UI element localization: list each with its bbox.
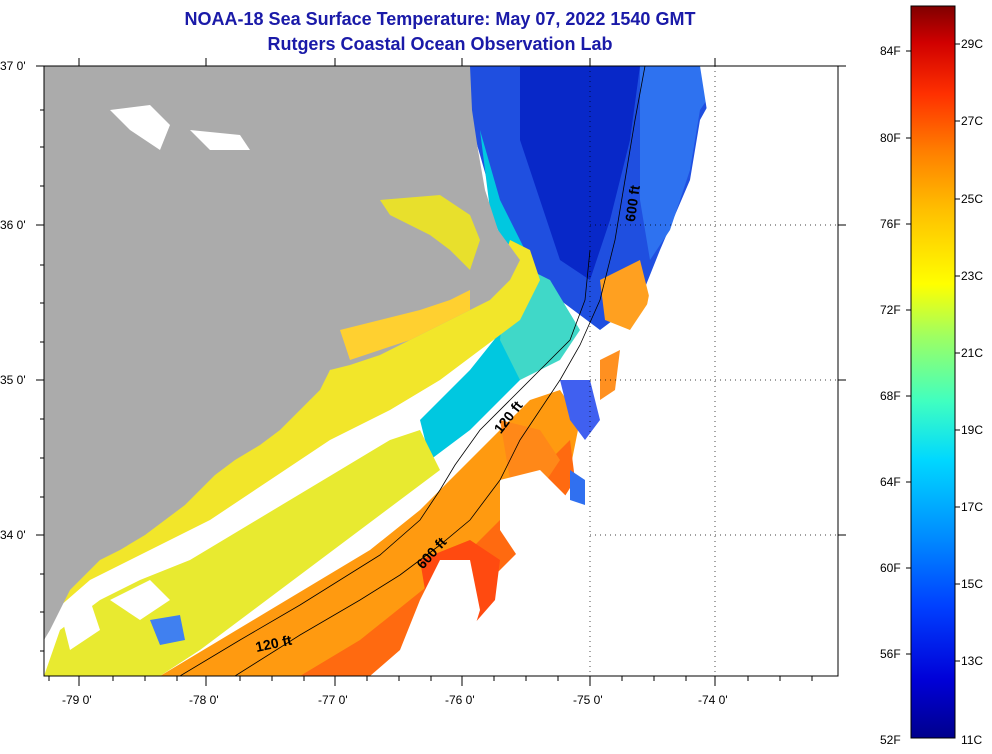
lon-label-74: -74 0' bbox=[698, 693, 728, 707]
grid-lines bbox=[589, 66, 838, 676]
cb-f-64: 64F bbox=[880, 475, 901, 489]
cb-f-76: 76F bbox=[880, 217, 901, 231]
lon-label-77: -77 0' bbox=[318, 693, 348, 707]
lon-label-76: -76 0' bbox=[445, 693, 475, 707]
lat-label-36: 36 0' bbox=[0, 218, 26, 232]
cb-c-15: 15C bbox=[961, 577, 983, 591]
lon-label-79: -79 0' bbox=[62, 693, 92, 707]
cb-c-21: 21C bbox=[961, 346, 983, 360]
cb-c-13: 13C bbox=[961, 654, 983, 668]
lat-ticks bbox=[36, 65, 846, 652]
cb-f-52: 52F bbox=[880, 733, 901, 747]
bathymetry-contours bbox=[179, 66, 646, 676]
map-title: NOAA-18 Sea Surface Temperature: May 07,… bbox=[184, 9, 696, 29]
cb-f-84: 84F bbox=[880, 44, 901, 58]
cb-c-27: 27C bbox=[961, 114, 983, 128]
lon-label-75: -75 0' bbox=[573, 693, 603, 707]
contour-label-120-bottom: 120 ft bbox=[254, 632, 293, 655]
lon-ticks bbox=[48, 58, 813, 686]
plot-frame bbox=[43, 65, 839, 677]
cb-f-80: 80F bbox=[880, 131, 901, 145]
cb-f-72: 72F bbox=[880, 303, 901, 317]
lon-label-78: -78 0' bbox=[189, 693, 219, 707]
contour-label-600-top: 600 ft bbox=[622, 184, 643, 223]
colorbar-ticks bbox=[906, 43, 960, 662]
colorbar bbox=[910, 5, 956, 739]
lat-label-34: 34 0' bbox=[0, 528, 26, 542]
cb-c-11: 11C bbox=[961, 733, 982, 747]
cb-f-60: 60F bbox=[880, 561, 901, 575]
cb-c-23: 23C bbox=[961, 269, 983, 283]
cb-f-56: 56F bbox=[880, 647, 901, 661]
cb-c-29: 29C bbox=[961, 37, 983, 51]
cb-c-17: 17C bbox=[961, 500, 983, 514]
sst-field bbox=[44, 66, 838, 676]
lat-label-37: 37 0' bbox=[0, 59, 26, 73]
lat-label-35: 35 0' bbox=[0, 373, 26, 387]
cb-c-19: 19C bbox=[961, 423, 983, 437]
cb-c-25: 25C bbox=[961, 192, 983, 206]
cb-f-68: 68F bbox=[880, 389, 901, 403]
map-subtitle: Rutgers Coastal Ocean Observation Lab bbox=[267, 34, 613, 54]
